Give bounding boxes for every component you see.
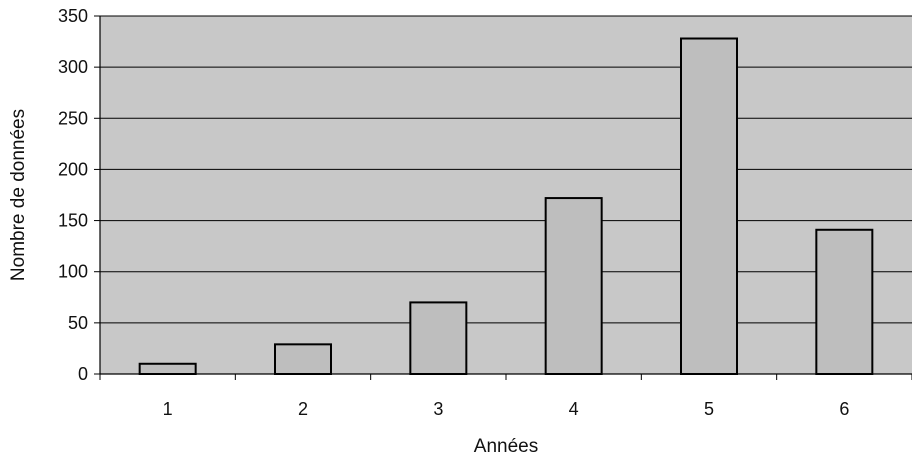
- x-axis-title: Années: [474, 436, 538, 457]
- y-tick-label: 350: [58, 6, 88, 26]
- axes: [94, 15, 912, 380]
- bars: [138, 37, 874, 375]
- x-tick-label: 6: [839, 399, 849, 419]
- y-tick-label: 250: [58, 108, 88, 128]
- x-tick-label: 2: [298, 399, 308, 419]
- plot-area: [100, 16, 912, 374]
- y-tick-label: 200: [58, 159, 88, 179]
- y-tick-label: 150: [58, 211, 88, 231]
- bar: [138, 362, 197, 375]
- x-tick-label: 4: [569, 399, 579, 419]
- x-tick-label: 1: [163, 399, 173, 419]
- bar: [409, 301, 468, 375]
- x-tick-label: 5: [704, 399, 714, 419]
- y-tick-label: 0: [78, 364, 88, 384]
- y-tick-labels: 0 50 100 150 200 250 300 350: [58, 6, 88, 384]
- bar: [274, 343, 332, 375]
- bar: [544, 197, 603, 375]
- y-axis-title: Nombre de données: [8, 109, 29, 281]
- x-tick-label: 3: [433, 399, 443, 419]
- y-tick-label: 100: [58, 262, 88, 282]
- x-tick-labels: 1 2 3 4 5 6: [163, 399, 850, 419]
- y-tick-label: 50: [68, 313, 88, 333]
- bar: [680, 37, 738, 375]
- bar: [815, 228, 874, 375]
- gridlines: [100, 15, 912, 324]
- y-tick-label: 300: [58, 57, 88, 77]
